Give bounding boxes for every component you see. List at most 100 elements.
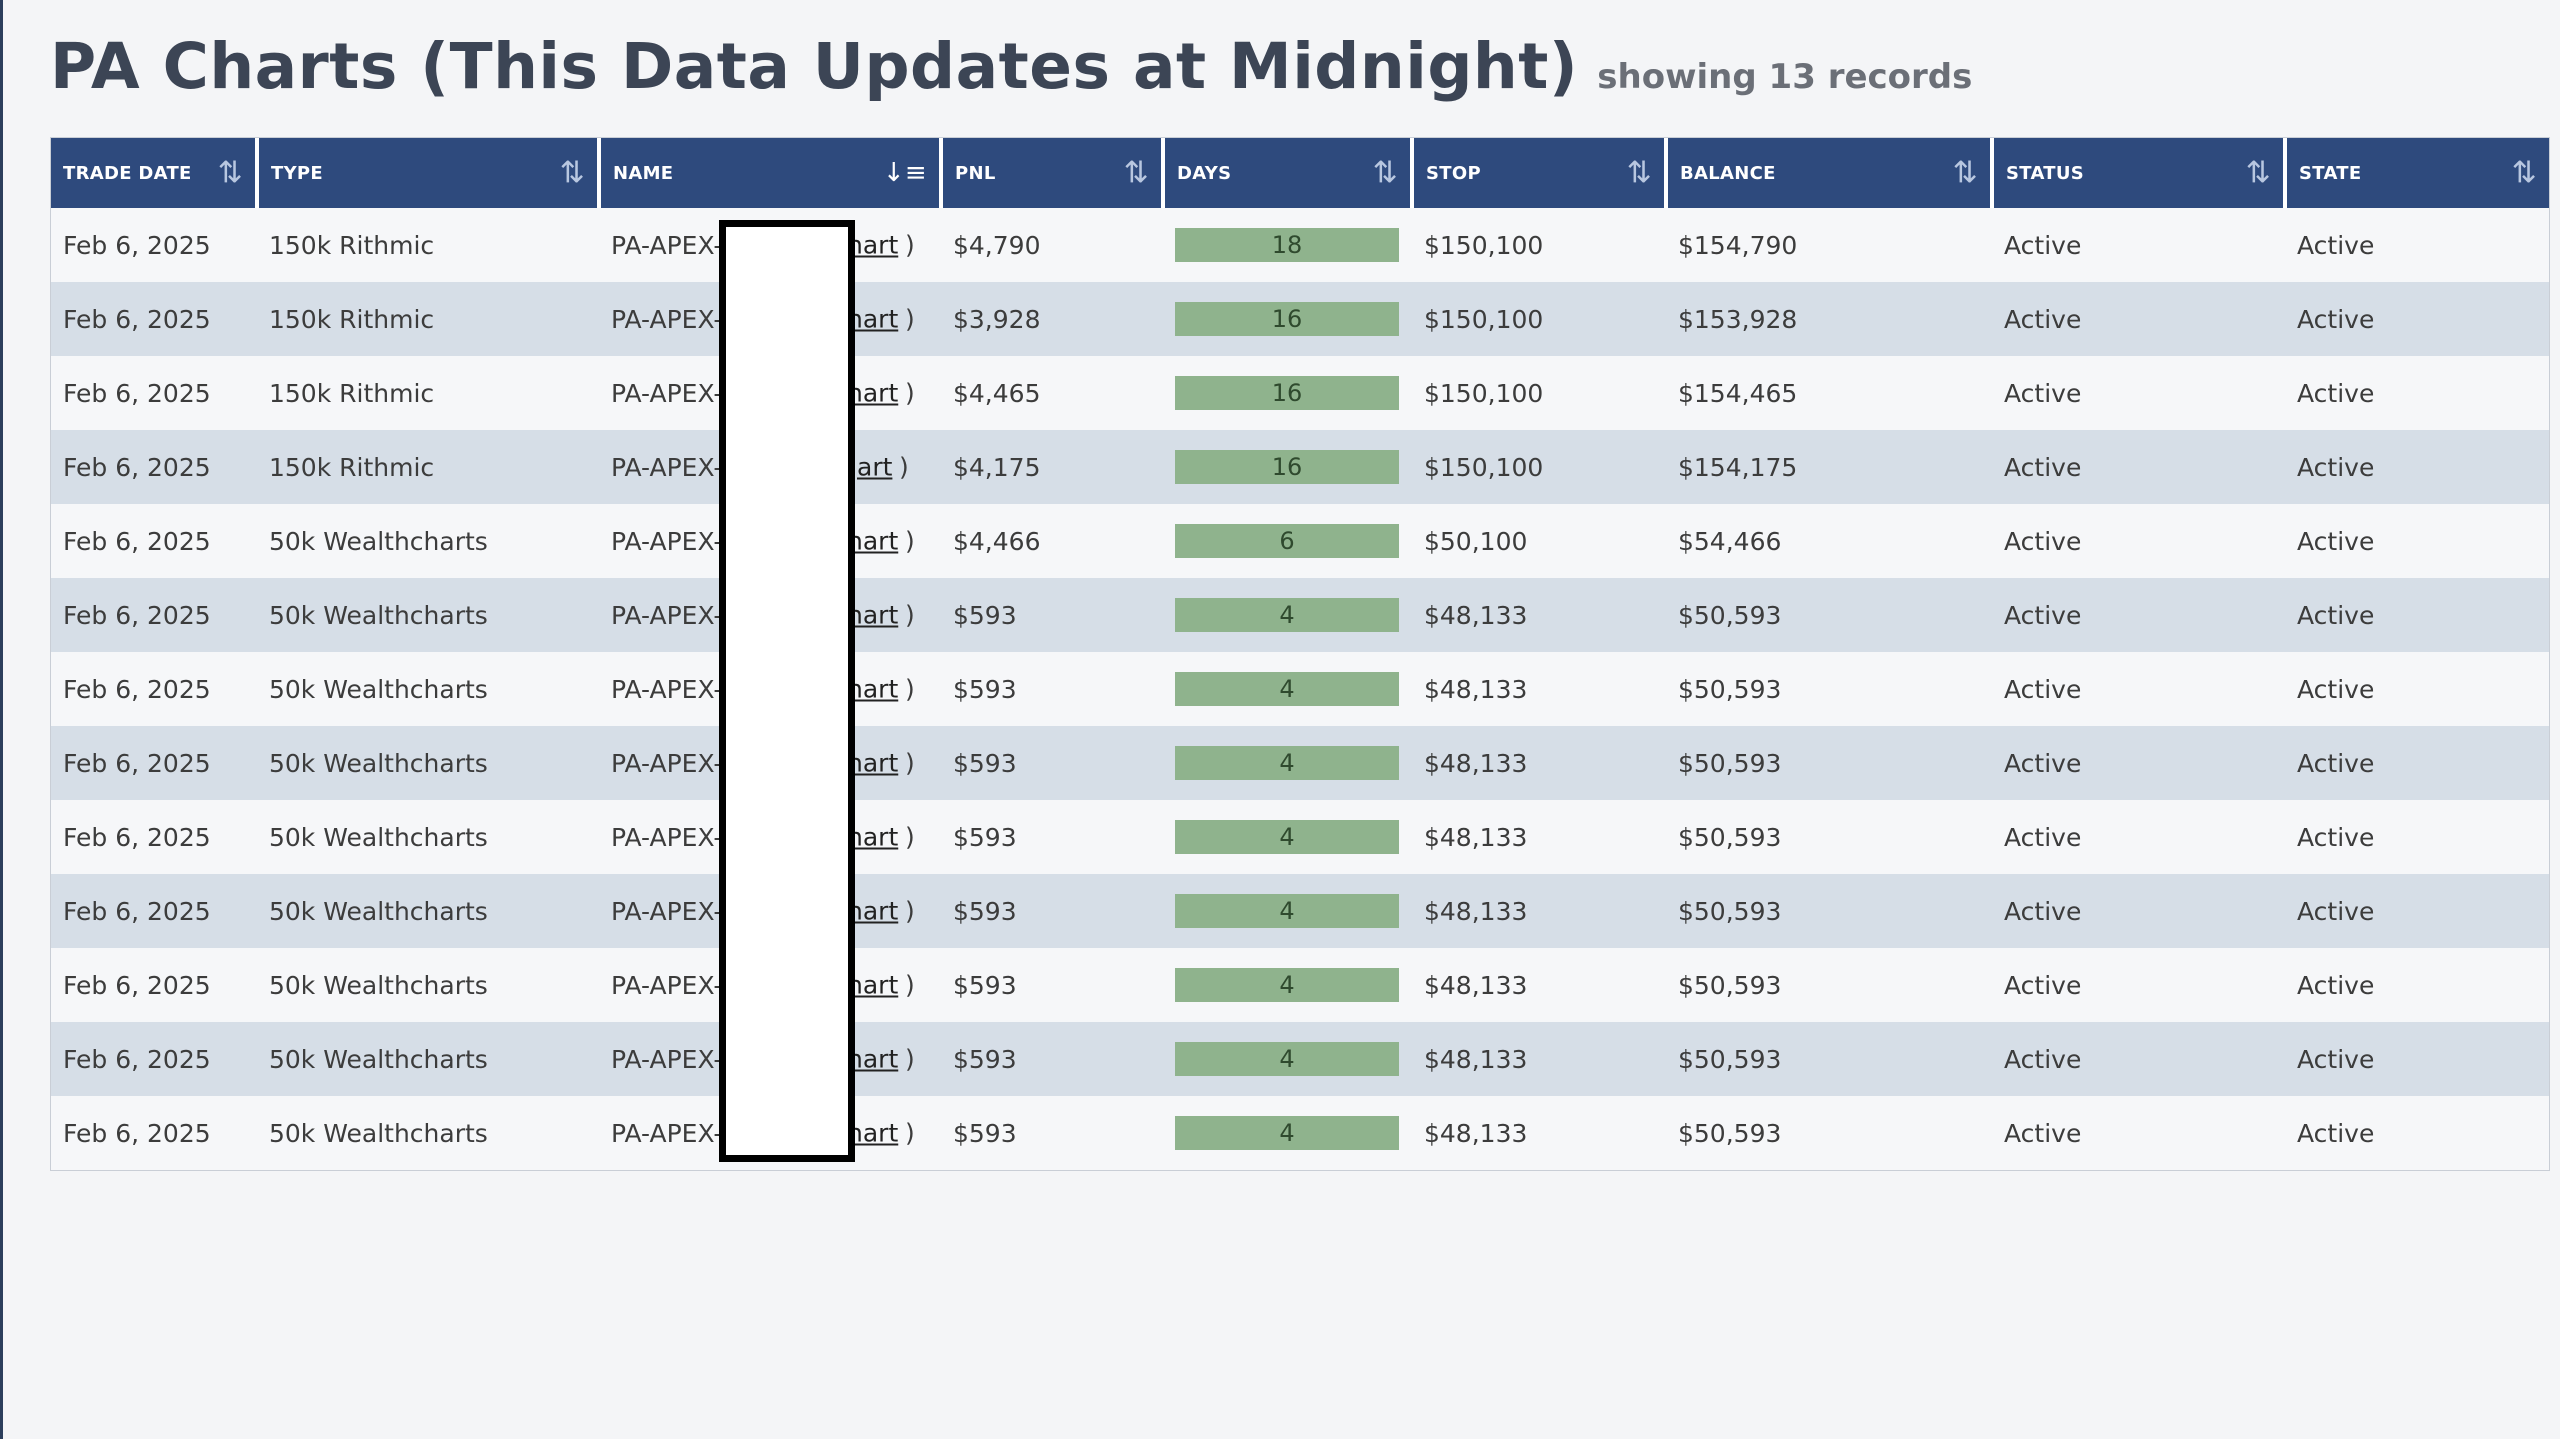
cell-balance: $50,593	[1666, 874, 1992, 948]
table-row: Feb 6, 2025 50k Wealthcharts PA-APEX-hart)…	[51, 874, 2549, 948]
cell-state: Active	[2285, 208, 2549, 282]
cell-balance: $50,593	[1666, 726, 1992, 800]
chart-link-paren: )	[905, 1118, 915, 1148]
cell-pnl: $593	[941, 1022, 1163, 1096]
chart-link-paren: )	[899, 452, 909, 482]
cell-stop: $48,133	[1412, 1096, 1666, 1170]
cell-pnl: $593	[941, 726, 1163, 800]
cell-trade-date: Feb 6, 2025	[51, 430, 257, 504]
column-header-balance[interactable]: BALANCE ⇅	[1666, 138, 1994, 208]
chart-link[interactable]: hart	[847, 748, 899, 778]
table-row: Feb 6, 2025 50k Wealthcharts PA-APEX-hart)…	[51, 800, 2549, 874]
chart-link-paren: )	[905, 526, 915, 556]
cell-status: Active	[1992, 1096, 2285, 1170]
column-header-type[interactable]: TYPE ⇅	[257, 138, 601, 208]
cell-status: Active	[1992, 282, 2285, 356]
record-count: showing 13 records	[1597, 57, 1973, 97]
chart-link[interactable]: hart	[847, 600, 899, 630]
cell-pnl: $593	[941, 1096, 1163, 1170]
cell-state: Active	[2285, 652, 2549, 726]
cell-pnl: $3,928	[941, 282, 1163, 356]
cell-stop: $150,100	[1412, 282, 1666, 356]
cell-days: 4	[1163, 652, 1412, 726]
account-name: PA-APEX-	[611, 600, 723, 630]
chart-link[interactable]: hart	[847, 674, 899, 704]
cell-pnl: $593	[941, 948, 1163, 1022]
chart-link[interactable]: hart	[847, 230, 899, 260]
chart-link[interactable]: hart	[847, 822, 899, 852]
column-header-days[interactable]: DAYS ⇅	[1163, 138, 1414, 208]
chart-link-paren: )	[905, 378, 915, 408]
cell-trade-date: Feb 6, 2025	[51, 726, 257, 800]
cell-pnl: $593	[941, 578, 1163, 652]
cell-type: 50k Wealthcharts	[257, 800, 599, 874]
column-header-state[interactable]: STATE ⇅	[2285, 138, 2549, 208]
cell-stop: $48,133	[1412, 874, 1666, 948]
days-bar: 16	[1175, 376, 1399, 410]
cell-type: 150k Rithmic	[257, 430, 599, 504]
cell-days: 4	[1163, 1096, 1412, 1170]
cell-stop: $48,133	[1412, 948, 1666, 1022]
days-bar: 4	[1175, 1042, 1399, 1076]
chart-link-paren: )	[905, 748, 915, 778]
sort-both-icon[interactable]: ⇅	[1123, 155, 1149, 191]
cell-balance: $50,593	[1666, 1022, 1992, 1096]
cell-state: Active	[2285, 430, 2549, 504]
chart-link[interactable]: hart	[847, 378, 899, 408]
account-name: PA-APEX-	[611, 822, 723, 852]
cell-trade-date: Feb 6, 2025	[51, 356, 257, 430]
column-header-status[interactable]: STATUS ⇅	[1992, 138, 2287, 208]
chart-link[interactable]: hart	[847, 1044, 899, 1074]
sort-both-icon[interactable]: ⇅	[2245, 155, 2271, 191]
cell-stop: $50,100	[1412, 504, 1666, 578]
column-header-pnl[interactable]: PNL ⇅	[941, 138, 1165, 208]
chart-link[interactable]: art	[857, 452, 893, 482]
account-name: PA-APEX-	[611, 748, 723, 778]
chart-link[interactable]: hart	[847, 970, 899, 1000]
account-name: PA-APEX-	[611, 1118, 723, 1148]
cell-trade-date: Feb 6, 2025	[51, 578, 257, 652]
sort-both-icon[interactable]: ⇅	[1626, 155, 1652, 191]
table-row: Feb 6, 2025 50k Wealthcharts PA-APEX-hart)…	[51, 504, 2549, 578]
records-table-container: TRADE DATE ⇅ TYPE ⇅ NAME ↓≡ PNL ⇅ DAYS ⇅ STOP…	[50, 137, 2550, 1171]
sort-both-icon[interactable]: ⇅	[217, 155, 243, 191]
table-row: Feb 6, 2025 50k Wealthcharts PA-APEX-hart)…	[51, 726, 2549, 800]
chart-link-paren: )	[905, 304, 915, 334]
chart-link-paren: )	[905, 674, 915, 704]
sort-both-icon[interactable]: ⇅	[1372, 155, 1398, 191]
chart-link[interactable]: hart	[847, 304, 899, 334]
cell-trade-date: Feb 6, 2025	[51, 1096, 257, 1170]
days-bar: 4	[1175, 894, 1399, 928]
page-title: PA Charts (This Data Updates at Midnight…	[50, 30, 1579, 103]
column-header-trade-date[interactable]: TRADE DATE ⇅	[51, 138, 259, 208]
cell-trade-date: Feb 6, 2025	[51, 208, 257, 282]
account-name: PA-APEX-	[611, 452, 723, 482]
chart-link[interactable]: hart	[847, 1118, 899, 1148]
page-header: PA Charts (This Data Updates at Midnight…	[50, 30, 1972, 130]
table-row: Feb 6, 2025 150k Rithmic PA-APEX-hart) $4,7…	[51, 208, 2549, 282]
cell-stop: $150,100	[1412, 430, 1666, 504]
cell-stop: $150,100	[1412, 208, 1666, 282]
chart-link[interactable]: hart	[847, 526, 899, 556]
table-body: Feb 6, 2025 150k Rithmic PA-APEX-hart) $4,7…	[51, 208, 2549, 1170]
cell-state: Active	[2285, 948, 2549, 1022]
cell-stop: $150,100	[1412, 356, 1666, 430]
days-bar: 16	[1175, 450, 1399, 484]
column-header-name[interactable]: NAME ↓≡	[599, 138, 943, 208]
cell-status: Active	[1992, 504, 2285, 578]
column-header-stop[interactable]: STOP ⇅	[1412, 138, 1668, 208]
cell-days: 4	[1163, 726, 1412, 800]
cell-status: Active	[1992, 726, 2285, 800]
cell-type: 50k Wealthcharts	[257, 726, 599, 800]
cell-days: 4	[1163, 578, 1412, 652]
sort-both-icon[interactable]: ⇅	[559, 155, 585, 191]
cell-days: 16	[1163, 430, 1412, 504]
cell-balance: $154,175	[1666, 430, 1992, 504]
cell-balance: $153,928	[1666, 282, 1992, 356]
cell-trade-date: Feb 6, 2025	[51, 874, 257, 948]
sort-both-icon[interactable]: ⇅	[2511, 155, 2537, 191]
chart-link[interactable]: hart	[847, 896, 899, 926]
sort-descending-icon[interactable]: ↓≡	[882, 158, 927, 188]
sort-both-icon[interactable]: ⇅	[1952, 155, 1978, 191]
cell-balance: $54,466	[1666, 504, 1992, 578]
